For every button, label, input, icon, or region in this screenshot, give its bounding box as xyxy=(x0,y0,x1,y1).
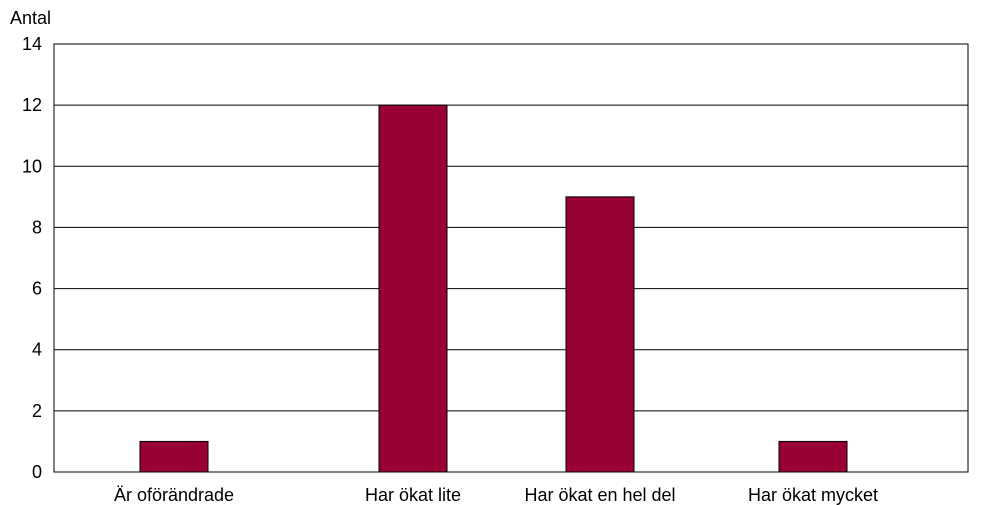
bar-2 xyxy=(565,196,635,473)
x-category-label: Har ökat mycket xyxy=(748,485,878,505)
bar-3 xyxy=(778,440,848,473)
x-category-label: Har ökat lite xyxy=(365,485,461,505)
bars xyxy=(139,104,848,473)
y-tick-label: 12 xyxy=(22,95,42,115)
x-category-label: Är oförändrade xyxy=(114,485,234,505)
y-tick-labels: 0 2 4 6 8 10 12 14 xyxy=(22,34,42,482)
plot-frame xyxy=(53,43,969,473)
y-tick-label: 14 xyxy=(22,34,42,54)
y-axis-label: Antal xyxy=(10,8,51,28)
bar-1 xyxy=(378,104,448,473)
bar-0 xyxy=(139,440,209,473)
x-category-label: Har ökat en hel del xyxy=(524,485,675,505)
y-tick-label: 6 xyxy=(32,279,42,299)
y-tick-label: 0 xyxy=(32,462,42,482)
y-tick-label: 2 xyxy=(32,401,42,421)
y-tick-label: 4 xyxy=(32,340,42,360)
y-tick-label: 8 xyxy=(32,217,42,237)
y-tick-label: 10 xyxy=(22,156,42,176)
gridlines xyxy=(54,104,968,412)
x-category-labels: Är oförändrade Har ökat lite Har ökat en h… xyxy=(114,485,878,505)
